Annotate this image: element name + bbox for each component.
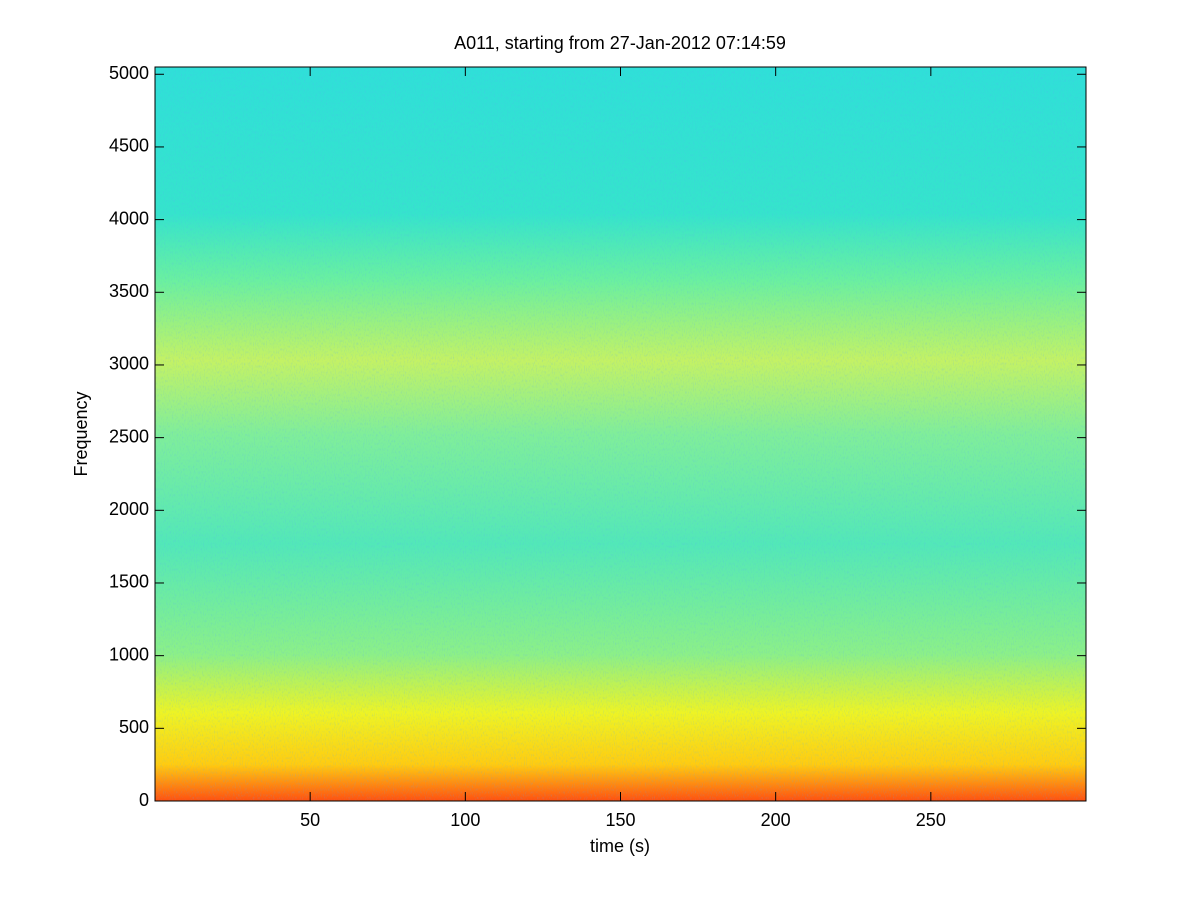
y-tick-label: 3000: [109, 354, 149, 374]
y-tick-label: 2000: [109, 499, 149, 519]
x-tick-label: 250: [916, 810, 946, 830]
y-tick-label: 1500: [109, 572, 149, 592]
x-tick-label: 200: [761, 810, 791, 830]
y-tick-label: 2500: [109, 426, 149, 446]
plot-area: [154, 66, 1087, 802]
y-axis-label: Frequency: [71, 391, 91, 476]
y-tick-label: 500: [119, 717, 149, 737]
x-axis-label: time (s): [590, 836, 650, 856]
y-tick-label: 4500: [109, 136, 149, 156]
y-tick-label: 4000: [109, 208, 149, 228]
y-tick-label: 5000: [109, 63, 149, 83]
x-tick-label: 50: [300, 810, 320, 830]
x-tick-label: 100: [450, 810, 480, 830]
y-tick-label: 1000: [109, 644, 149, 664]
y-tick-label: 0: [139, 790, 149, 810]
x-tick-label: 150: [605, 810, 635, 830]
spectrogram-texture: [155, 67, 1086, 801]
chart-title: A011, starting from 27-Jan-2012 07:14:59: [454, 33, 786, 53]
y-tick-label: 3500: [109, 281, 149, 301]
